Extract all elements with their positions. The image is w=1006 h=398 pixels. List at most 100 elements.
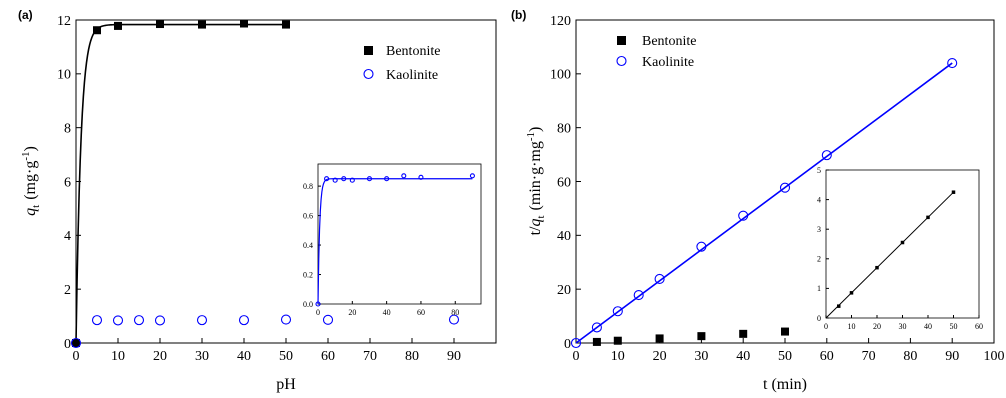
panel-b-x-tick-label: 80	[903, 349, 917, 364]
panel-b-y-tick-label: 20	[557, 283, 571, 298]
panel-b-y-label-sub: t	[535, 215, 547, 218]
panel-b-label: (b)	[511, 8, 526, 22]
panel-b-inset: 0 10 20 30 40 50 60 0 1 2 3 4 5	[817, 166, 983, 331]
legend-kaolinite-label: Kaolinite	[386, 68, 438, 83]
panel-b-x-tick-label: 40	[736, 349, 750, 364]
panel-a-axes: 0 10 20 30 40 50 60 70 80 90 0 2 4 6 8 10 12	[57, 14, 461, 364]
kaolinite-point	[154, 315, 166, 326]
panel-a-inset-frame	[317, 163, 482, 305]
panel-b-y-tick-label: 120	[550, 14, 571, 29]
inset-kaolinite-point	[341, 176, 347, 182]
panel-a-y-tick-label: 4	[64, 229, 71, 244]
legend-bentonite-marker-b	[617, 36, 626, 45]
panel-b-inset-x-tick-label: 50	[950, 322, 958, 331]
panel-b-inset-y-tick-label: 4	[817, 195, 821, 204]
panel-b-plot-area	[570, 58, 958, 349]
bentonite-point	[72, 339, 80, 347]
inset-kaolinite-point	[366, 176, 373, 182]
kaolinite-point-b	[738, 210, 749, 221]
panel-a-legend: Bentonite Kaolinite	[363, 44, 440, 83]
panel-b-y-label-sup: -1	[525, 132, 537, 141]
panel-a-y-tick-label: 10	[57, 68, 71, 83]
bentonite-point	[114, 21, 122, 30]
panel-b-legend: Bentonite Kaolinite	[616, 34, 696, 70]
inset-kaolinite-point	[469, 173, 475, 179]
kaolinite-point-b	[696, 241, 707, 252]
bentonite-point	[282, 20, 290, 29]
panel-b-x-axis-label: t (min)	[763, 376, 807, 393]
bentonite-point	[93, 26, 101, 35]
panel-b-inset-y-tick-label: 3	[817, 225, 821, 234]
panel-b-x-tick-label: 100	[984, 349, 1005, 364]
panel-b-y-tick-label: 40	[557, 229, 571, 244]
panel-a-y-tick-label: 12	[57, 14, 71, 29]
kaolinite-point-b	[947, 58, 958, 69]
panel-b-y-axis-label: t/qt (min·g·mg-1)	[525, 127, 547, 236]
panel-a-inset-x-tick-label: 80	[451, 308, 459, 317]
panel-b-x-tick-label: 0	[573, 349, 580, 364]
inset-kaolinite-point	[324, 176, 330, 182]
panel-b-inset-y-tick-label: 0	[817, 314, 821, 323]
panel-a-inset-x-tick-label: 60	[417, 308, 425, 317]
bentonite-point	[198, 20, 206, 29]
panel-b-x-tick-label: 50	[778, 349, 792, 364]
panel-a-y-label-sup: -1	[20, 151, 32, 160]
kaolinite-point-b	[654, 273, 665, 284]
panel-a-x-tick-label: 70	[363, 349, 377, 364]
inset-kaolinite-point	[315, 301, 321, 307]
panel-b-inset-x-tick-label: 20	[873, 322, 881, 331]
panel-b-x-tick-label: 30	[694, 349, 708, 364]
inset-bentonite-point	[900, 240, 905, 245]
bentonite-point-b	[697, 332, 706, 341]
legend-bentonite-label: Bentonite	[386, 44, 440, 59]
inset-bentonite-point	[926, 215, 930, 220]
inset-kaolinite-point	[349, 177, 355, 183]
inset-bentonite-point	[849, 291, 854, 295]
panel-b-y-tick-label: 100	[550, 68, 571, 83]
inset-kaolinite-fit-curve	[317, 178, 473, 305]
bentonite-point-b	[739, 329, 748, 338]
panel-a-x-tick-label: 20	[153, 349, 167, 364]
panel-a-x-tick-label: 60	[321, 349, 335, 364]
panel-a-plot-area	[70, 19, 460, 349]
panel-a-y-tick-label: 8	[64, 122, 71, 137]
inset-bentonite-point	[875, 265, 879, 270]
kaolinite-point	[322, 314, 334, 325]
bentonite-point-b	[613, 336, 622, 345]
panel-a-x-tick-label: 50	[279, 349, 293, 364]
kaolinite-point	[91, 315, 103, 326]
panel-a-inset-y-tick-label: 0.6	[303, 211, 313, 220]
panel-a-x-axis-label: pH	[276, 376, 296, 393]
panel-a-x-tick-label: 30	[195, 349, 209, 364]
kaolinite-point	[133, 315, 145, 326]
panel-b-inset-x-tick-label: 30	[899, 322, 907, 331]
inset-bentonite-point	[837, 304, 841, 308]
panel-a-inset-y-tick-label: 0.2	[303, 270, 313, 279]
kaolinite-point	[112, 315, 124, 326]
kaolinite-point-b	[570, 337, 582, 349]
panel-b-y-label-units: (min·g·mg	[527, 141, 544, 210]
panel-b-x-tick-label: 60	[820, 349, 834, 364]
panel-b: (b) 0 10 20 30 40 50 60 70 80 90 10002040608010012…	[511, 8, 1005, 393]
panel-b-inset-x-tick-label: 0	[824, 322, 828, 331]
bentonite-fit-curve	[75, 23, 286, 344]
panel-a-y-tick-label: 2	[64, 283, 71, 298]
inset-kaolinite-point	[384, 176, 390, 182]
kaolinite-point-b	[612, 306, 623, 317]
panel-a-y-label-units: (mg·g	[22, 161, 39, 200]
panel-a-inset: 0 20 40 60 80 0.0 0.2 0.4 0.6 0.8	[303, 173, 475, 317]
panel-b-y-label-q: q	[527, 219, 544, 227]
panel-b-y-tick-label: 80	[557, 122, 571, 137]
panel-b-y-tick-label: 60	[557, 175, 571, 190]
panel-a-y-label-close: )	[22, 146, 39, 151]
panel-a-label: (a)	[18, 8, 33, 22]
kaolinite-point	[448, 314, 460, 325]
panel-a-inset-y-tick-label: 0.8	[303, 182, 313, 191]
kaolinite-point-b	[591, 322, 602, 333]
kaolinite-point	[238, 315, 250, 326]
kaolinite-point-b	[821, 150, 832, 161]
panel-a-y-axis-label: qt (mg·g-1)	[20, 146, 42, 216]
panel-a-inset-y-tick-label: 0.4	[303, 241, 313, 250]
